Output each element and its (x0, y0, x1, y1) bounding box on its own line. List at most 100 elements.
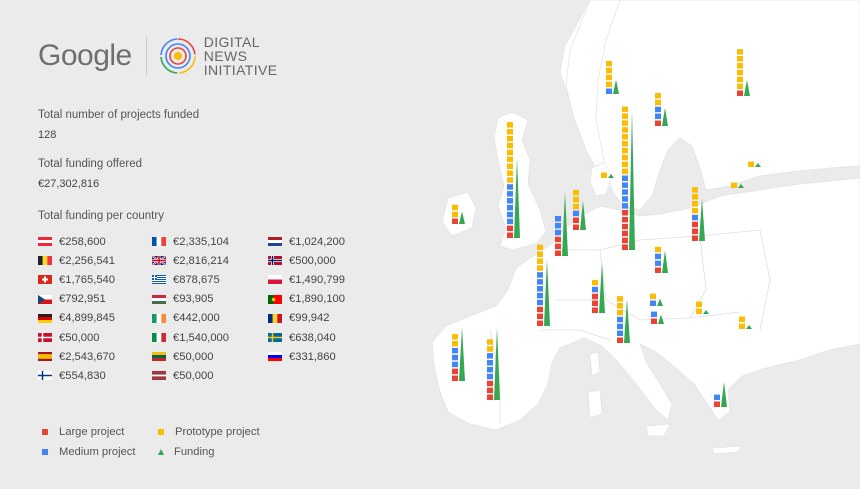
country-amount: €554,830 (59, 369, 106, 382)
country-amount: €1,024,200 (289, 235, 345, 248)
funding-triangle (613, 79, 619, 94)
country-amount: €500,000 (289, 254, 336, 267)
projects-funded-stat: Total number of projects funded 128 (38, 109, 199, 141)
belgium-flag-icon (38, 256, 52, 266)
prototype-project-square (507, 156, 513, 163)
medium-project-square (617, 316, 623, 323)
country-item-france: €2,335,104 (152, 232, 268, 251)
country-funding-list: €258,600 €2,256,541 €1,765,540 €792,951 €4,8… (38, 232, 378, 386)
country-item-latvia: €50,000 (152, 366, 268, 385)
large-project-square (487, 387, 493, 394)
projects-funded-value: 128 (38, 129, 57, 141)
legend-prototype: Prototype project (158, 422, 278, 442)
dni-wordmark: DIGITAL NEWS INITIATIVE (203, 34, 278, 78)
country-amount: €1,490,799 (289, 273, 345, 286)
bar-stack-portugal (452, 326, 465, 381)
medium-project-square (507, 191, 513, 197)
funding-triangle (580, 200, 586, 230)
funding-triangle (658, 314, 664, 324)
prototype-project-swatch (158, 429, 164, 435)
medium-project-square (452, 361, 458, 368)
bar-stack-sweden (655, 92, 668, 126)
medium-project-swatch (42, 449, 48, 455)
legend-medium: Medium project (42, 442, 158, 462)
country-item-belgium: €2,256,541 (38, 251, 152, 270)
portugal-flag-icon (268, 294, 282, 304)
bar-stack-hungary (696, 301, 709, 314)
country-item-germany: €4,899,845 (38, 309, 152, 328)
funding-triangle (703, 310, 709, 314)
legend-funding: Funding (158, 442, 278, 462)
large-project-square (655, 267, 661, 273)
norway-flag-icon (268, 256, 282, 266)
large-project-square (537, 320, 543, 326)
prototype-project-square (692, 201, 698, 207)
spain-flag-icon (38, 352, 52, 362)
country-item-portugal: €1,890,100 (268, 290, 378, 309)
per-country-heading: Total funding per country (38, 210, 164, 222)
large-project-square (692, 228, 698, 235)
medium-project-square (655, 106, 661, 113)
funding-triangle (608, 174, 614, 178)
large-project-square (555, 236, 561, 243)
total-funding-value: €27,302,816 (38, 178, 100, 190)
dni-logo-icon (159, 38, 196, 74)
country-item-netherlands: €1,024,200 (268, 232, 378, 251)
large-project-square (622, 230, 628, 237)
large-project-square (573, 224, 579, 230)
bar-stack-czech-republic (655, 246, 668, 273)
large-project-square (655, 120, 661, 126)
prototype-project-square (507, 129, 513, 135)
medium-project-square (650, 300, 656, 306)
prototype-project-square (737, 76, 743, 83)
country-item-czech-republic: €792,951 (38, 290, 152, 309)
country-item-spain: €2,543,670 (38, 347, 152, 366)
czech-republic-flag-icon (38, 294, 52, 304)
large-project-square (622, 223, 628, 230)
country-amount: €93,905 (173, 293, 214, 306)
large-project-square (555, 243, 561, 250)
prototype-project-square (617, 296, 623, 302)
medium-project-square (487, 353, 493, 359)
funding-triangle (657, 298, 663, 306)
bar-stack-netherlands (573, 190, 586, 230)
funding-triangle (738, 184, 744, 188)
large-project-square (714, 401, 720, 407)
medium-project-square (622, 175, 628, 181)
country-item-hungary: €93,905 (152, 290, 268, 309)
prototype-project-square (606, 74, 612, 81)
medium-project-square (452, 347, 458, 354)
large-project-square (452, 375, 458, 381)
country-amount: €1,540,000 (173, 331, 229, 344)
prototype-project-square (748, 161, 754, 167)
country-item-greece: €878,675 (152, 270, 268, 289)
country-amount: €50,000 (59, 331, 100, 344)
bar-stack-lithuania (748, 161, 761, 167)
medium-project-square (537, 279, 543, 285)
medium-project-square (606, 88, 612, 94)
funding-triangle (459, 211, 465, 224)
large-project-square (507, 232, 513, 238)
medium-project-square (537, 292, 543, 299)
prototype-project-square (537, 258, 543, 264)
large-project-square (507, 225, 513, 232)
funding-triangle (721, 381, 727, 407)
prototype-project-square (622, 120, 628, 126)
denmark-flag-icon (38, 333, 52, 343)
bar-stack-united-kingdom (507, 122, 520, 238)
sweden-flag-icon (268, 333, 282, 343)
prototype-project-square (592, 279, 598, 286)
funding-triangle (494, 327, 500, 400)
prototype-project-square (622, 106, 628, 112)
prototype-project-square (507, 170, 513, 176)
france-flag-icon (152, 237, 166, 247)
funding-triangle (459, 326, 465, 381)
medium-project-square (555, 229, 561, 236)
poland-flag-icon (268, 275, 282, 285)
prototype-project-square (655, 99, 661, 106)
country-item-lithuania: €50,000 (152, 347, 268, 366)
medium-project-square (617, 323, 623, 330)
country-amount: €2,335,104 (173, 235, 229, 248)
large-project-square (537, 306, 543, 313)
